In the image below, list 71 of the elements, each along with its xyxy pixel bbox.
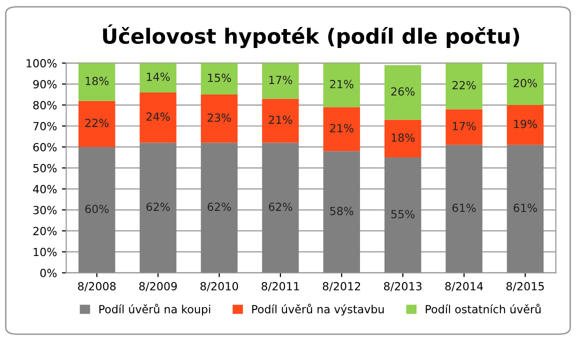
x-tick-label: 8/2011 <box>262 282 299 292</box>
data-label: 55% <box>391 210 415 218</box>
legend-label: Podíl ostatních úvěrů <box>426 304 541 314</box>
data-label: 61% <box>452 204 476 212</box>
bar <box>323 107 360 152</box>
data-label: 14% <box>146 72 170 81</box>
data-label: 19% <box>514 120 537 128</box>
y-tick-label: 90% <box>33 80 57 88</box>
x-tick-label: 8/2014 <box>445 282 483 292</box>
data-label: 21% <box>330 80 354 88</box>
bar <box>200 142 238 273</box>
bar <box>323 63 360 108</box>
data-label: 26% <box>391 87 415 96</box>
data-label: 62% <box>146 202 170 212</box>
y-tick-label: 70% <box>33 122 57 130</box>
data-label: 18% <box>86 76 109 86</box>
data-label: 58% <box>330 206 354 216</box>
data-label: 60% <box>85 204 109 214</box>
y-tick-label: 40% <box>33 184 57 194</box>
bar <box>446 63 482 110</box>
data-label: 15% <box>208 74 231 82</box>
data-label: 20% <box>514 78 537 88</box>
bar <box>200 94 238 143</box>
bar <box>262 63 299 99</box>
bar <box>323 151 360 273</box>
bar <box>140 142 176 273</box>
x-tick-label: 8/2012 <box>322 282 360 292</box>
data-label: 24% <box>146 112 170 121</box>
bar <box>262 98 299 143</box>
bar <box>140 92 176 143</box>
y-tick-label: 100% <box>26 59 57 68</box>
y-tick-label: 80% <box>33 101 57 110</box>
y-tick-label: 20% <box>33 226 57 236</box>
bar <box>506 105 544 145</box>
bar <box>78 146 116 273</box>
data-label: 62% <box>208 202 231 212</box>
data-label: 23% <box>208 113 231 122</box>
bar <box>384 157 422 273</box>
bar <box>262 142 299 273</box>
bar <box>200 63 238 95</box>
data-label: 22% <box>452 80 476 90</box>
x-tick-label: 8/2010 <box>200 282 238 292</box>
legend-label: Podíl úvěrů na koupi <box>99 304 210 316</box>
data-label: 22% <box>85 118 109 128</box>
data-label: 21% <box>268 116 292 124</box>
bar <box>78 63 116 101</box>
y-tick-label: 30% <box>33 206 57 214</box>
bar <box>506 144 544 273</box>
bar <box>384 65 422 120</box>
bar <box>506 63 544 106</box>
bar <box>140 63 176 92</box>
legend-label: Podíl úvěrů na výstavbu <box>252 304 384 316</box>
data-label: 17% <box>452 122 476 130</box>
y-tick-label: 60% <box>33 142 57 152</box>
data-label: 61% <box>514 204 537 212</box>
x-tick-label: 8/2015 <box>506 282 544 292</box>
y-tick-label: 50% <box>33 164 57 172</box>
data-label: 18% <box>392 133 415 142</box>
y-tick-label: 10% <box>34 248 57 256</box>
x-tick-label: 8/2009 <box>139 282 177 292</box>
y-tick-label: 0% <box>40 268 57 278</box>
x-tick-label: 8/2008 <box>78 282 116 292</box>
data-label: 21% <box>330 124 354 132</box>
x-tick-label: 8/2013 <box>384 282 422 292</box>
data-label: 17% <box>269 76 292 84</box>
data-label: 62% <box>268 202 292 212</box>
bar <box>446 109 482 145</box>
bar <box>446 144 482 273</box>
bar <box>78 100 116 147</box>
bar <box>384 120 422 158</box>
chart-title: Účelovost hypoték (podíl dle počtu) <box>103 24 520 48</box>
